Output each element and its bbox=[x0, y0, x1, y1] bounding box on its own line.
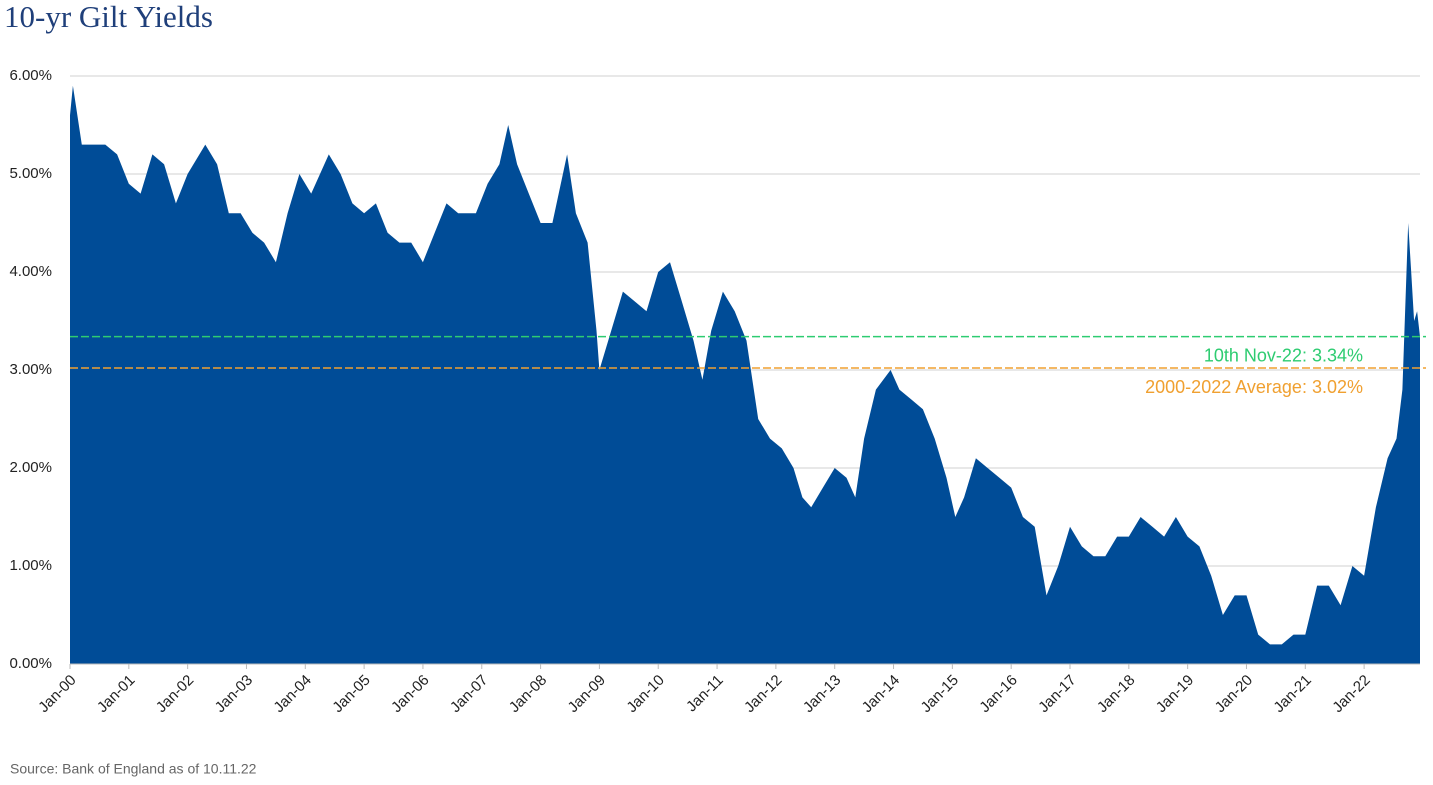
x-tick-label: Jan-06 bbox=[388, 672, 432, 716]
x-tick-label: Jan-13 bbox=[800, 672, 844, 716]
x-tick-label: Jan-22 bbox=[1329, 672, 1373, 716]
y-tick-label: 2.00% bbox=[9, 459, 52, 476]
x-tick-label: Jan-15 bbox=[918, 672, 962, 716]
x-tick-label: Jan-20 bbox=[1212, 672, 1256, 716]
x-tick-label: Jan-07 bbox=[447, 672, 491, 716]
x-tick-label: Jan-14 bbox=[859, 672, 903, 716]
area bbox=[70, 85, 1420, 665]
reference-label: 2000-2022 Average: 3.02% bbox=[1145, 377, 1363, 397]
x-tick-label: Jan-21 bbox=[1270, 672, 1314, 716]
chart-title: 10-yr Gilt Yields bbox=[4, 0, 213, 34]
y-tick-label: 5.00% bbox=[9, 165, 52, 182]
x-tick-label: Jan-11 bbox=[683, 672, 727, 716]
reference-label: 10th Nov-22: 3.34% bbox=[1204, 345, 1363, 365]
y-tick-label: 1.00% bbox=[9, 557, 52, 574]
x-tick-label: Jan-05 bbox=[329, 672, 373, 716]
x-tick-label: Jan-04 bbox=[270, 672, 314, 716]
x-tick-label: Jan-00 bbox=[35, 672, 79, 716]
y-tick-label: 4.00% bbox=[9, 263, 52, 280]
y-tick-label: 6.00% bbox=[9, 67, 52, 84]
y-tick-label: 3.00% bbox=[9, 361, 52, 378]
x-tick-label: Jan-08 bbox=[506, 672, 550, 716]
x-tick-label: Jan-03 bbox=[212, 672, 256, 716]
source-note: Source: Bank of England as of 10.11.22 bbox=[10, 761, 257, 777]
x-tick-label: Jan-01 bbox=[94, 672, 138, 716]
x-tick-label: Jan-19 bbox=[1153, 672, 1197, 716]
x-tick-label: Jan-17 bbox=[1035, 672, 1079, 716]
x-tick-label: Jan-16 bbox=[976, 672, 1020, 716]
y-tick-label: 0.00% bbox=[9, 655, 52, 672]
x-tick-label: Jan-09 bbox=[565, 672, 609, 716]
x-tick-label: Jan-12 bbox=[741, 672, 785, 716]
x-tick-label: Jan-02 bbox=[153, 672, 197, 716]
x-tick-label: Jan-18 bbox=[1094, 672, 1138, 716]
x-tick-label: Jan-10 bbox=[623, 672, 667, 716]
